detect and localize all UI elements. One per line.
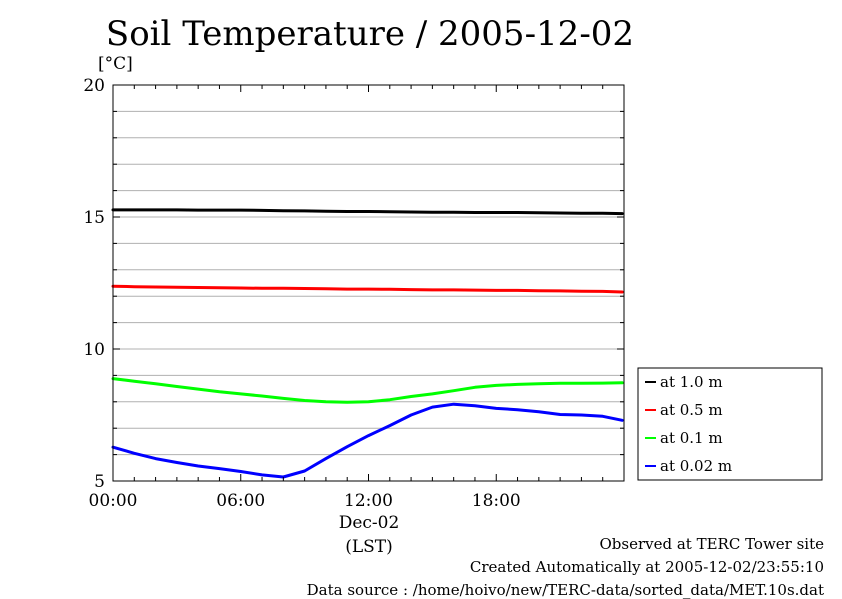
series-lines <box>111 208 624 479</box>
y-tick-label: 10 <box>83 340 105 360</box>
x-axis-date-label: Dec-02 <box>339 513 400 533</box>
y-tick-label: 20 <box>83 76 105 96</box>
legend-label: at 1.0 m <box>660 373 723 391</box>
legend-label: at 0.5 m <box>660 401 723 419</box>
plot-frame <box>112 84 625 482</box>
y-axis-unit-label: [°C] <box>98 54 133 74</box>
series-line-1 <box>111 284 624 294</box>
legend-label: at 0.1 m <box>660 429 723 447</box>
footer-source: Data source : /home/hoivo/new/TERC-data/… <box>306 581 824 599</box>
axis-ticks: 5 10 15 20 00:00 06:00 12:00 18:00 <box>83 76 625 511</box>
x-tick-label: 00:00 <box>89 491 138 511</box>
y-tick-label: 5 <box>94 472 105 492</box>
x-tick-label: 06:00 <box>216 491 265 511</box>
footer-site: Observed at TERC Tower site <box>599 535 824 553</box>
series-line-0 <box>111 208 624 216</box>
x-tick-label: 18:00 <box>472 491 521 511</box>
series-line-3 <box>111 402 624 479</box>
x-axis-label: (LST) <box>345 537 393 557</box>
footer-created: Created Automatically at 2005-12-02/23:5… <box>469 558 824 576</box>
legend-box <box>637 367 823 481</box>
x-tick-label: 12:00 <box>344 491 393 511</box>
legend-label: at 0.02 m <box>660 457 732 475</box>
legend: at 1.0 m at 0.5 m at 0.1 m at 0.02 m <box>637 367 823 481</box>
chart-title: Soil Temperature / 2005-12-02 <box>105 14 635 54</box>
y-tick-label: 15 <box>83 208 105 228</box>
series-line-2 <box>111 377 624 404</box>
